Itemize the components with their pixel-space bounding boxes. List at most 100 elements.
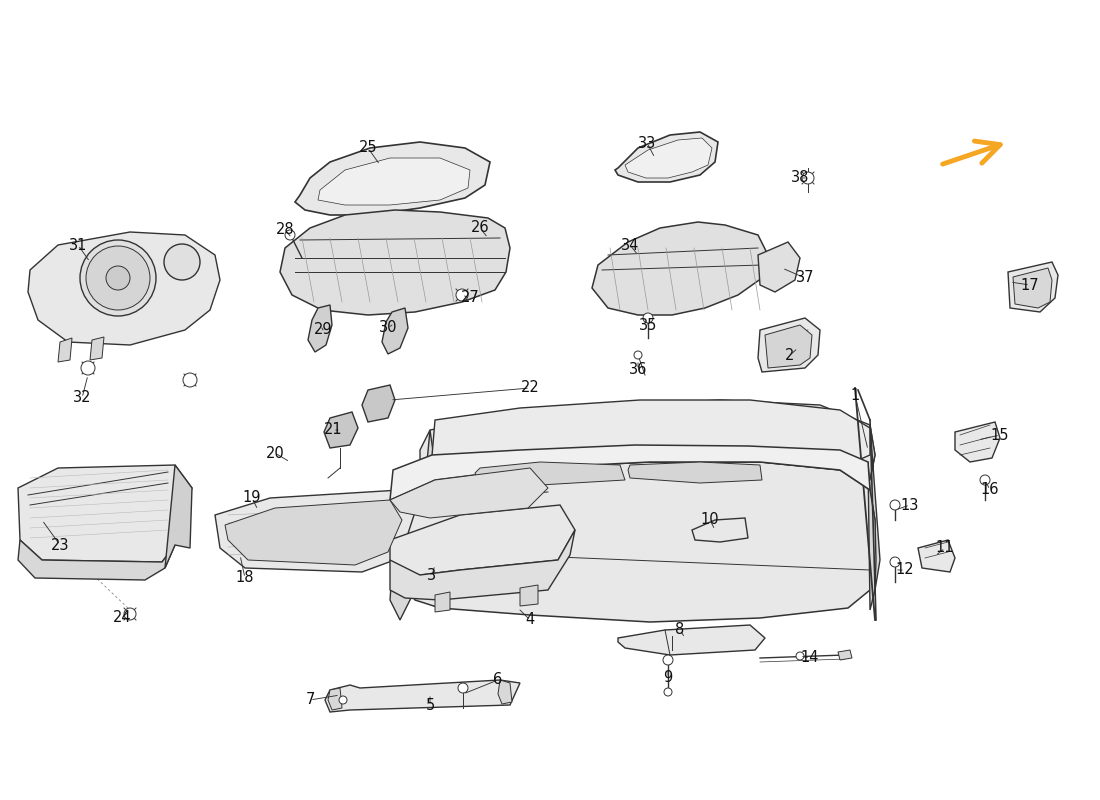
Polygon shape	[838, 650, 853, 660]
Text: 33: 33	[638, 135, 656, 150]
Circle shape	[634, 351, 642, 359]
Polygon shape	[28, 232, 220, 345]
Polygon shape	[18, 465, 192, 562]
Polygon shape	[625, 138, 712, 178]
Circle shape	[339, 696, 346, 704]
Text: 19: 19	[243, 490, 262, 506]
Polygon shape	[420, 400, 874, 510]
Polygon shape	[498, 680, 512, 704]
Text: 4: 4	[526, 613, 535, 627]
Text: 16: 16	[981, 482, 999, 498]
Polygon shape	[764, 325, 812, 368]
Polygon shape	[592, 222, 768, 315]
Polygon shape	[390, 530, 575, 600]
Text: 34: 34	[620, 238, 639, 253]
Polygon shape	[280, 210, 510, 315]
Text: 36: 36	[629, 362, 647, 378]
Text: 35: 35	[639, 318, 657, 333]
Text: 8: 8	[675, 622, 684, 638]
Circle shape	[456, 289, 468, 301]
Circle shape	[802, 172, 814, 184]
Polygon shape	[758, 242, 800, 292]
Polygon shape	[390, 505, 575, 575]
Text: 3: 3	[428, 567, 437, 582]
Text: 28: 28	[276, 222, 295, 238]
Text: 25: 25	[359, 141, 377, 155]
Polygon shape	[328, 688, 342, 710]
Text: 13: 13	[901, 498, 920, 513]
Polygon shape	[295, 142, 490, 215]
Circle shape	[458, 683, 468, 693]
Polygon shape	[434, 592, 450, 612]
Text: 11: 11	[936, 541, 955, 555]
Text: 7: 7	[306, 693, 315, 707]
Text: 21: 21	[323, 422, 342, 438]
Polygon shape	[758, 318, 820, 372]
Text: 29: 29	[314, 322, 332, 338]
Polygon shape	[868, 462, 876, 610]
Polygon shape	[362, 385, 395, 422]
Circle shape	[644, 313, 653, 323]
Circle shape	[285, 230, 295, 240]
FancyArrowPatch shape	[943, 141, 1000, 164]
Circle shape	[890, 557, 900, 567]
Circle shape	[164, 244, 200, 280]
Polygon shape	[382, 308, 408, 354]
Polygon shape	[390, 462, 874, 622]
Text: 15: 15	[991, 427, 1010, 442]
Polygon shape	[1013, 268, 1052, 308]
Circle shape	[124, 608, 136, 620]
Polygon shape	[918, 540, 955, 572]
Polygon shape	[390, 445, 870, 500]
Text: 10: 10	[701, 513, 719, 527]
Polygon shape	[390, 468, 548, 518]
Polygon shape	[390, 430, 440, 620]
Polygon shape	[618, 625, 764, 655]
Text: 27: 27	[461, 290, 480, 306]
Polygon shape	[430, 400, 870, 488]
Text: 17: 17	[1021, 278, 1040, 293]
Text: 14: 14	[801, 650, 820, 666]
Polygon shape	[1008, 262, 1058, 312]
Text: 9: 9	[663, 670, 672, 686]
Circle shape	[86, 246, 150, 310]
Polygon shape	[628, 462, 762, 483]
Polygon shape	[475, 462, 625, 485]
Text: 5: 5	[426, 698, 434, 714]
Text: 6: 6	[494, 673, 503, 687]
Circle shape	[80, 240, 156, 316]
Text: 18: 18	[235, 570, 254, 586]
Polygon shape	[90, 337, 104, 360]
Circle shape	[106, 266, 130, 290]
Polygon shape	[324, 412, 358, 448]
Circle shape	[796, 652, 804, 660]
Text: 32: 32	[73, 390, 91, 406]
Text: 12: 12	[895, 562, 914, 578]
Text: 24: 24	[112, 610, 131, 626]
Text: 1: 1	[850, 387, 859, 402]
Text: 26: 26	[471, 221, 490, 235]
Text: 23: 23	[51, 538, 69, 553]
Circle shape	[980, 475, 990, 485]
Text: 37: 37	[795, 270, 814, 286]
Polygon shape	[165, 465, 192, 568]
Circle shape	[183, 373, 197, 387]
Polygon shape	[58, 338, 72, 362]
Circle shape	[81, 361, 95, 375]
Circle shape	[663, 655, 673, 665]
Polygon shape	[840, 425, 880, 590]
Text: 31: 31	[69, 238, 87, 253]
Polygon shape	[18, 540, 175, 580]
Text: 38: 38	[791, 170, 810, 186]
Polygon shape	[308, 305, 332, 352]
Text: 30: 30	[378, 321, 397, 335]
Text: 2: 2	[785, 347, 794, 362]
Polygon shape	[520, 585, 538, 606]
Circle shape	[890, 500, 900, 510]
Polygon shape	[692, 518, 748, 542]
Circle shape	[664, 688, 672, 696]
Text: 22: 22	[520, 381, 539, 395]
Polygon shape	[318, 158, 470, 205]
Polygon shape	[214, 490, 415, 572]
Polygon shape	[226, 500, 402, 565]
